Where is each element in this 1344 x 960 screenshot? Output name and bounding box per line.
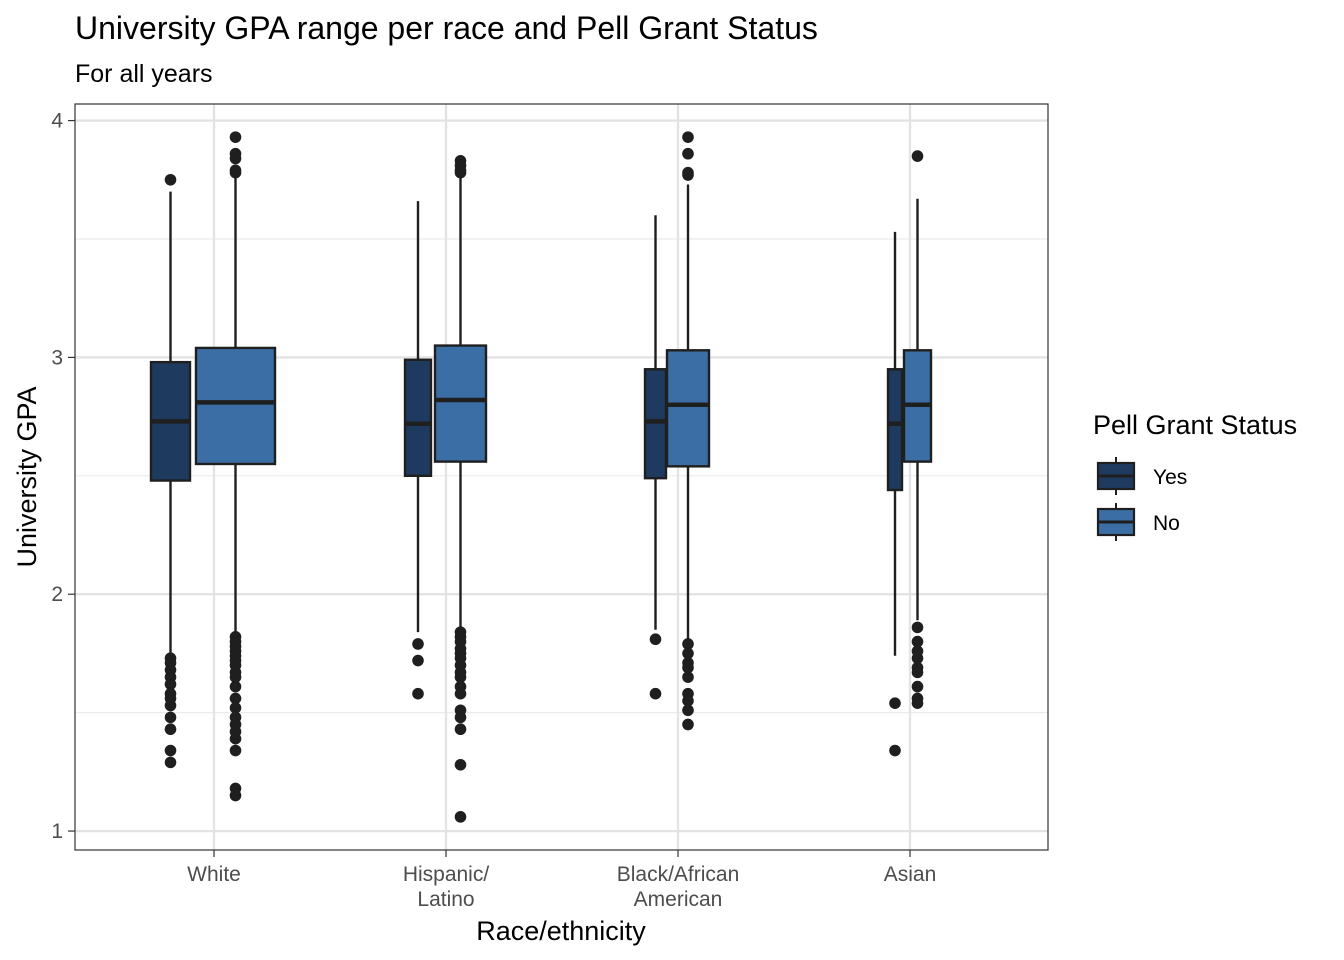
- box-yes: [403, 201, 433, 700]
- outlier-point: [682, 169, 694, 181]
- box-body: [194, 346, 277, 466]
- outlier-point: [229, 789, 242, 802]
- x-tick-label: Asian: [884, 863, 937, 886]
- outlier-point: [229, 166, 242, 179]
- outlier-point: [682, 147, 694, 160]
- outlier-point: [682, 671, 694, 683]
- outlier-point: [682, 704, 694, 717]
- legend-label: No: [1153, 512, 1180, 535]
- outlier-point: [454, 711, 467, 724]
- x-tick-label: American: [634, 888, 723, 911]
- box-yes: [643, 215, 668, 700]
- outlier-point: [649, 633, 662, 646]
- outlier-point: [454, 687, 467, 700]
- box-body: [665, 349, 711, 468]
- outlier-point: [911, 666, 924, 679]
- outlier-point: [229, 744, 242, 757]
- x-axis-title: Race/ethnicity: [476, 916, 646, 946]
- outlier-point: [649, 687, 662, 700]
- outlier-point: [911, 150, 924, 162]
- outlier-point: [164, 678, 177, 691]
- y-axis-title: University GPA: [12, 386, 42, 567]
- outlier-point: [889, 744, 901, 757]
- legend-title: Pell Grant Status: [1093, 410, 1297, 440]
- x-axis: White Hispanic/Latino Black/AfricanAmerica…: [187, 850, 936, 911]
- box-yes: [886, 231, 904, 757]
- outlier-point: [229, 732, 242, 745]
- outlier-point: [682, 647, 694, 660]
- box-no: [665, 131, 711, 731]
- x-tick-label: White: [187, 863, 241, 886]
- outlier-point: [682, 131, 694, 143]
- box-body: [886, 368, 904, 492]
- outlier-point: [164, 744, 177, 757]
- outlier-point: [889, 697, 901, 709]
- grid-lines: [75, 104, 1048, 850]
- y-tick-label: 2: [51, 583, 63, 606]
- box-no: [902, 150, 933, 709]
- outlier-point: [682, 638, 694, 650]
- outlier-point: [911, 697, 924, 709]
- outlier-point: [454, 671, 467, 683]
- outlier-point: [454, 811, 467, 823]
- outlier-point: [682, 695, 694, 707]
- y-tick-label: 3: [51, 346, 63, 369]
- outlier-point: [412, 654, 424, 667]
- outlier-point: [412, 687, 424, 700]
- box-body: [403, 358, 433, 478]
- outlier-point: [164, 723, 177, 736]
- chart-title: University GPA range per race and Pell G…: [75, 10, 818, 46]
- outlier-point: [412, 638, 424, 650]
- box-yes: [149, 173, 192, 769]
- box-no: [433, 155, 488, 823]
- x-tick-label: Hispanic/: [403, 863, 490, 886]
- outlier-point: [911, 680, 924, 693]
- outlier-point: [911, 652, 924, 664]
- outlier-point: [164, 756, 177, 769]
- boxes-layer: [149, 131, 933, 823]
- y-tick-label: 4: [51, 110, 63, 133]
- outlier-point: [164, 173, 177, 186]
- outlier-point: [682, 718, 694, 731]
- outlier-point: [682, 661, 694, 674]
- outlier-point: [164, 699, 177, 712]
- x-tick-label: Latino: [417, 888, 474, 911]
- outlier-point: [911, 621, 924, 634]
- outlier-point: [229, 692, 242, 705]
- legend: Pell Grant Status Yes No: [1093, 410, 1297, 541]
- box-body: [643, 368, 668, 480]
- outlier-point: [229, 152, 242, 165]
- outlier-point: [229, 671, 242, 683]
- plot-panel-border: [74, 103, 1049, 851]
- outlier-point: [229, 680, 242, 693]
- outlier-point: [454, 723, 467, 736]
- outlier-point: [454, 166, 467, 179]
- legend-key-no: [1096, 503, 1136, 541]
- y-axis: 1 2 3 4: [51, 110, 75, 843]
- legend-key-yes: [1096, 457, 1136, 495]
- outlier-point: [454, 758, 467, 771]
- x-tick-label: Black/African: [617, 863, 740, 886]
- outlier-point: [229, 702, 242, 714]
- outlier-point: [911, 635, 924, 648]
- outlier-point: [229, 131, 242, 143]
- y-tick-label: 1: [51, 820, 63, 843]
- legend-label: Yes: [1153, 466, 1187, 489]
- box-body: [433, 344, 488, 463]
- chart-subtitle: For all years: [75, 60, 213, 88]
- outlier-point: [164, 711, 177, 724]
- box-no: [194, 131, 277, 802]
